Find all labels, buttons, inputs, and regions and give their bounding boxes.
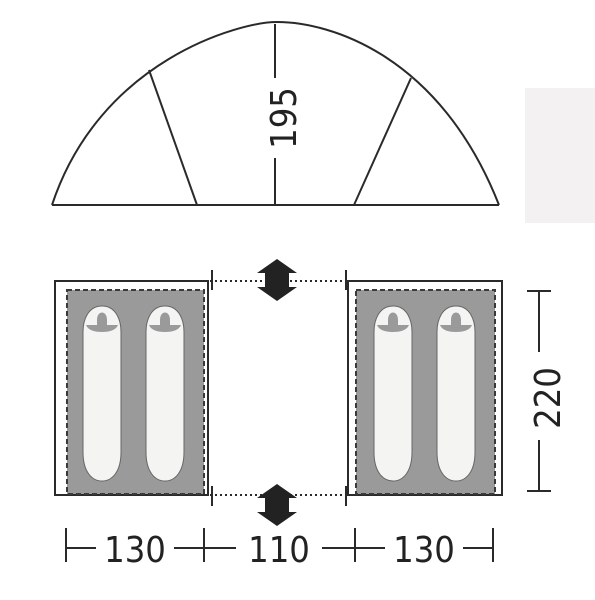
tent-pole-right bbox=[353, 77, 412, 206]
depth-dimension bbox=[527, 290, 551, 492]
sleeping-bag bbox=[82, 305, 122, 482]
sleeping-bag bbox=[145, 305, 185, 482]
height-label: 195 bbox=[264, 87, 305, 149]
entrance-arrow-icon bbox=[257, 259, 297, 301]
tent-side-view bbox=[51, 20, 500, 206]
width-label-left: 130 bbox=[104, 530, 166, 571]
width-dimension bbox=[65, 528, 494, 562]
tent-pole-left bbox=[148, 69, 198, 206]
entrance-arrow-icon bbox=[257, 484, 297, 526]
tent-arch bbox=[51, 20, 500, 206]
side-panel bbox=[525, 88, 595, 223]
tent-floor-plan bbox=[54, 259, 503, 526]
sleeping-bag bbox=[436, 305, 476, 482]
width-label-right: 130 bbox=[393, 530, 455, 571]
depth-label: 220 bbox=[528, 367, 569, 429]
sleeping-bag bbox=[373, 305, 413, 482]
width-label-center: 110 bbox=[248, 530, 310, 571]
